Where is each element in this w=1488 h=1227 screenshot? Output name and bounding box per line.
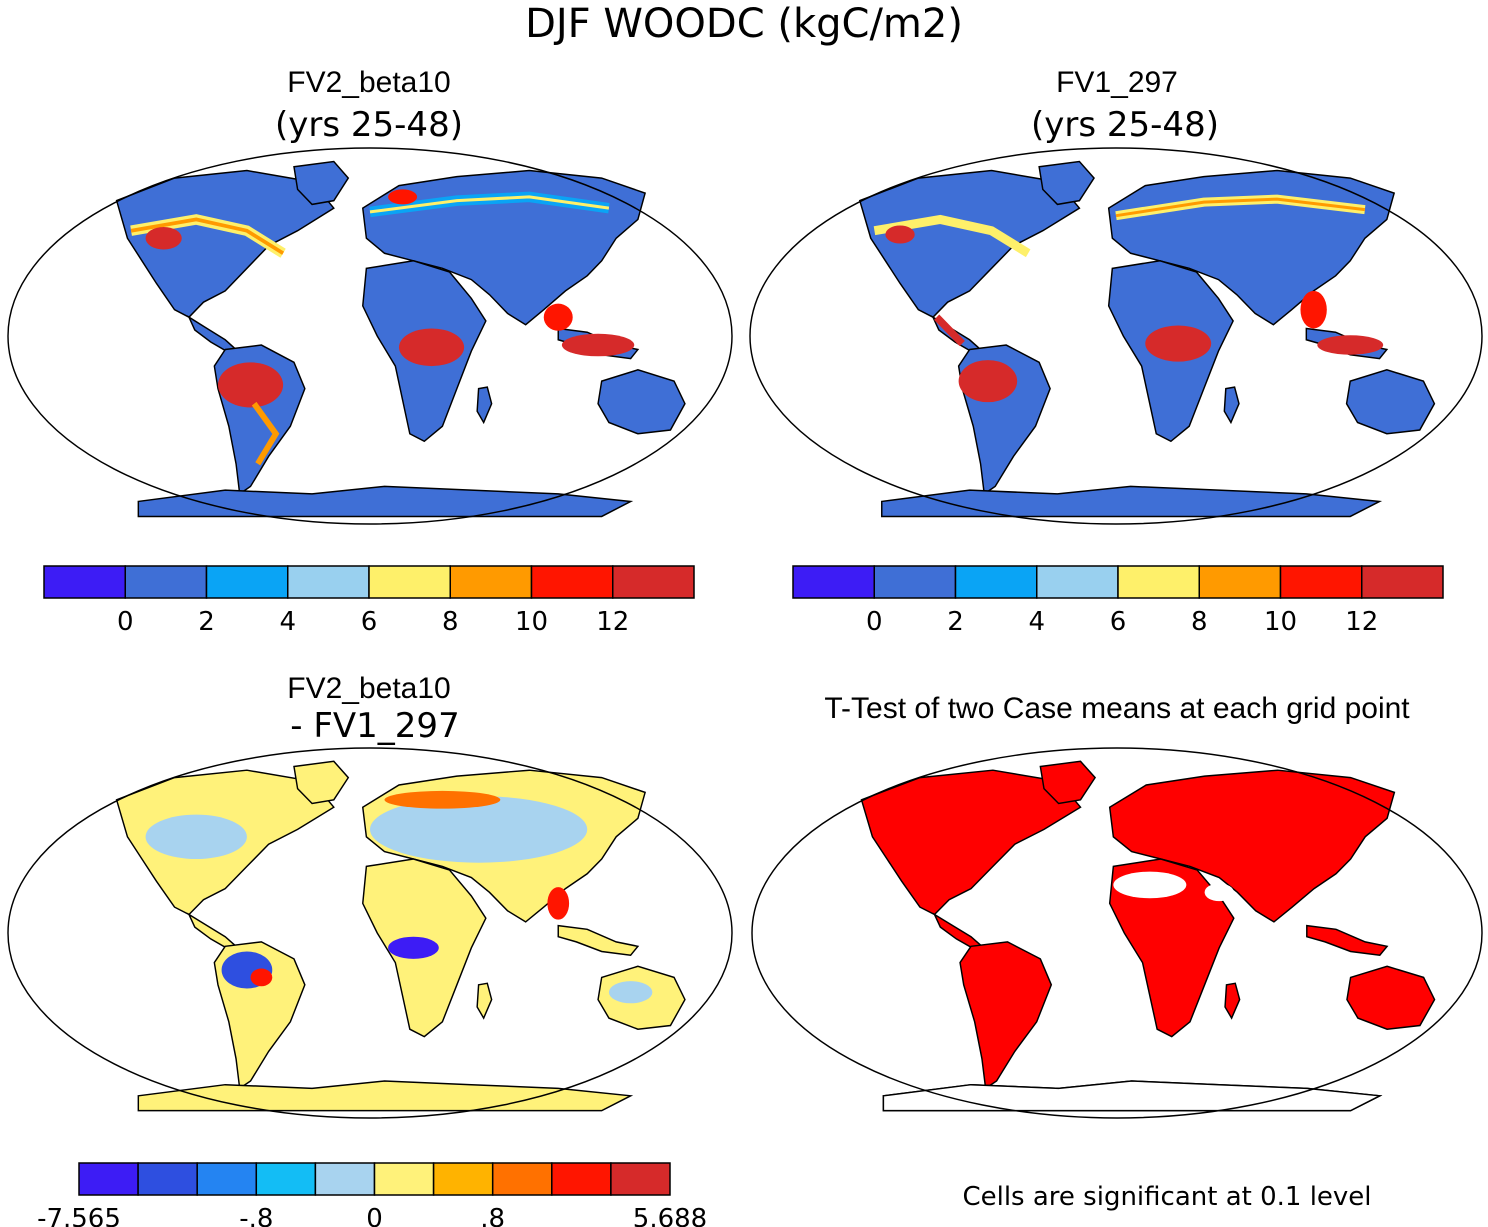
colorbar-box: [873, 565, 957, 599]
map-frame: [7, 147, 733, 525]
tropical-forest-highs: [217, 303, 635, 408]
colorbar-box: [1117, 565, 1200, 599]
difference-patches: [145, 790, 653, 1004]
colorbar-tick-label: 6: [1110, 607, 1127, 637]
colorbar-box: [373, 1162, 435, 1196]
colorbar-tick-label: 10: [515, 607, 548, 637]
colorbar-tick-label: 2: [947, 607, 964, 637]
colorbar-box: [124, 565, 208, 599]
map-border: [7, 147, 733, 525]
boreal-band: [873, 194, 1366, 347]
colorbar-tick-label: 2: [198, 607, 215, 637]
colorbar-box: [287, 565, 370, 599]
colorbar-box: [432, 1162, 494, 1196]
map-frame: [751, 747, 1483, 1119]
colorbar-tick-label: 5.688: [633, 1204, 707, 1227]
colorbar-box: [792, 565, 875, 599]
panel-title: FV2_beta10: [287, 672, 450, 705]
colorbar-tick-label: 6: [361, 607, 378, 637]
colorbar: 0 2 4 6 8 10 12: [43, 565, 695, 637]
map-border: [751, 747, 1483, 1119]
colorbar-tick-label: 8: [1191, 607, 1208, 637]
colorbar-tick-label: 12: [596, 607, 629, 637]
map-frame: [7, 747, 733, 1119]
colorbar-box: [1361, 565, 1444, 599]
colorbar-box: [196, 1162, 258, 1196]
colorbar-box: [78, 1162, 139, 1196]
colorbar-box: [368, 565, 451, 599]
colorbar-box: [1198, 565, 1282, 599]
colorbar-tick-label: 0: [366, 1204, 383, 1227]
panel-fv1: FV1_297 (yrs 25-48) 0 2 4 6 8 10 12: [749, 66, 1483, 637]
panel-title: FV2_beta10: [287, 66, 450, 99]
colorbar-box: [43, 565, 126, 599]
colorbar-box: [612, 565, 695, 599]
tropical-forest-highs: [958, 290, 1384, 403]
map-border: [749, 147, 1483, 525]
colorbar-tick-label: -7.565: [37, 1204, 121, 1227]
colorbar-tick-label: 8: [442, 607, 459, 637]
colorbar-box: [137, 1162, 198, 1196]
colorbar-tick-label: -.8: [239, 1204, 273, 1227]
colorbar-box: [491, 1162, 553, 1196]
panel-diff: FV2_beta10 - FV1_297 -7.565 -.8 0 .8 5.688: [7, 672, 733, 1227]
significance-note: Cells are significant at 0.1 level: [962, 1182, 1371, 1212]
panel-title: FV1_297: [1056, 66, 1178, 99]
colorbar: 0 2 4 6 8 10 12: [792, 565, 1444, 637]
colorbar-box: [1036, 565, 1119, 599]
colorbar-tick-label: .8: [480, 1204, 505, 1227]
colorbar-tick-label: 0: [117, 607, 134, 637]
colorbar-box: [954, 565, 1038, 599]
colorbar-tick-label: 0: [866, 607, 883, 637]
colorbar-box: [1279, 565, 1363, 599]
colorbar-box: [530, 565, 614, 599]
panel-subtitle: (yrs 25-48): [1031, 105, 1219, 145]
colorbar-box: [610, 1162, 671, 1196]
colorbar-box: [205, 565, 289, 599]
boreal-band: [130, 189, 610, 466]
colorbar-tick-label: 4: [279, 607, 296, 637]
colorbar: -7.565 -.8 0 .8 5.688: [37, 1162, 707, 1227]
colorbar-box: [314, 1162, 376, 1196]
figure-title: DJF WOODC (kgC/m2): [525, 1, 963, 47]
panel-ttest: T-Test of two Case means at each grid po…: [751, 692, 1483, 1212]
panel-subtitle: - FV1_297: [290, 706, 459, 746]
map-frame: [749, 147, 1483, 525]
colorbar-tick-label: 10: [1264, 607, 1297, 637]
colorbar-box: [449, 565, 533, 599]
panel-fv2: FV2_beta10 (yrs 25-48): [7, 66, 733, 637]
panel-title: T-Test of two Case means at each grid po…: [824, 692, 1410, 725]
colorbar-box: [551, 1162, 612, 1196]
panel-subtitle: (yrs 25-48): [275, 105, 463, 145]
colorbar-tick-label: 4: [1028, 607, 1045, 637]
colorbar-tick-label: 12: [1345, 607, 1378, 637]
map-border: [7, 747, 733, 1119]
non-significant-cells: [882, 871, 1383, 1112]
colorbar-box: [255, 1162, 317, 1196]
